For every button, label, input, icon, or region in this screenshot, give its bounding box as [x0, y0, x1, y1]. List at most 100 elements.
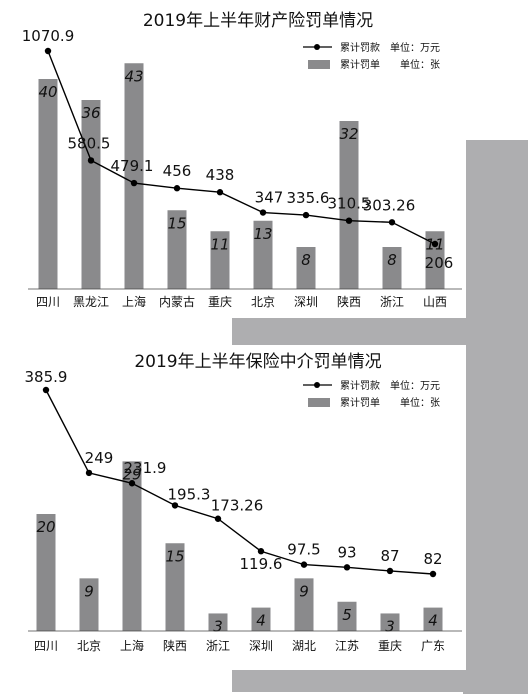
bar [253, 220, 273, 289]
line-value-label: 347 [255, 189, 284, 207]
fine-point [429, 570, 437, 578]
line-value-label: 87 [380, 547, 399, 565]
bar [339, 121, 359, 289]
bar-value-label: 40 [38, 83, 57, 101]
line-value-label: 195.3 [168, 485, 211, 503]
category-tick-label: 内蒙古 [159, 294, 195, 309]
bar-value-label: 11 [210, 235, 229, 253]
bar-value-label: 43 [124, 67, 143, 85]
fine-point [130, 179, 138, 187]
bar [38, 79, 58, 289]
legend-label-count: 累计罚单 [340, 58, 380, 71]
bar [81, 100, 101, 289]
line-value-label: 249 [85, 449, 114, 467]
legend-unit-fine: 单位：万元 [390, 41, 440, 54]
line-value-label: 93 [337, 543, 356, 561]
bar-value-label: 15 [167, 214, 186, 232]
fine-point [343, 564, 351, 571]
fine-point [257, 548, 265, 555]
category-tick-label: 陕西 [337, 294, 361, 309]
fine-point [171, 502, 179, 509]
bar [210, 231, 230, 289]
category-tick-label: 浙江 [206, 639, 230, 653]
fine-point [44, 47, 52, 55]
fine-point [42, 386, 50, 394]
fine-point [259, 209, 267, 216]
bar [165, 543, 185, 631]
bar [208, 613, 228, 631]
fine-point [173, 185, 181, 192]
intermediary-chart: 2019年上半年保险中介罚单情况 累计罚款 单位：万元 累计罚单 单位：张 20… [0, 345, 466, 670]
bar [79, 578, 99, 631]
category-tick-label: 山西 [423, 295, 447, 309]
line-value-label: 1070.9 [22, 27, 75, 45]
legend-line-dot [314, 44, 320, 50]
bar-value-label: 29 [122, 465, 141, 483]
chart-title: 2019年上半年保险中介罚单情况 [134, 352, 381, 372]
category-tick-label: 四川 [36, 295, 60, 309]
category-tick-label: 黑龙江 [73, 295, 109, 309]
fine-point [214, 515, 222, 522]
bar-value-label: 8 [387, 251, 397, 269]
category-tick-label: 深圳 [249, 639, 273, 653]
bar-value-label: 4 [428, 612, 438, 630]
category-tick-label: 广东 [421, 639, 445, 653]
fine-point [85, 469, 93, 477]
category-tick-label: 北京 [251, 295, 275, 309]
property-insurance-chart: 2019年上半年财产险罚单情况 累计罚款 单位：万元 累计罚单 单位：张 40 1… [0, 0, 466, 318]
line-value-label: 479.1 [111, 157, 154, 175]
fine-point [128, 480, 136, 487]
category-tick-label: 四川 [34, 639, 58, 653]
bar-value-label: 4 [256, 612, 266, 630]
category-tick-label: 深圳 [294, 295, 318, 309]
line-value-label: 385.9 [25, 368, 68, 386]
legend-line-dot [314, 382, 320, 388]
bar [294, 578, 314, 631]
line-value-label: 438 [206, 166, 235, 184]
fine-point [386, 567, 394, 575]
line-value-label: 173.26 [211, 497, 264, 515]
bar [337, 601, 357, 631]
fine-point [302, 211, 310, 219]
bar [167, 210, 187, 289]
legend-bar-marker [308, 60, 330, 69]
line-value-label: 206 [425, 254, 454, 272]
bar-value-label: 8 [301, 251, 311, 269]
category-tick-label: 重庆 [208, 295, 232, 309]
line-value-label: 231.9 [124, 459, 167, 477]
category-tick-label: 江苏 [335, 639, 359, 653]
bar [380, 613, 400, 631]
category-tick-label: 重庆 [378, 639, 402, 653]
bar [425, 231, 445, 289]
legend-unit-count: 单位：张 [400, 58, 440, 71]
bar-value-label: 5 [342, 606, 352, 624]
line-value-label: 580.5 [68, 134, 111, 152]
fine-series-line [47, 50, 436, 245]
legend: 累计罚款 单位：万元 累计罚单 单位：张 [303, 41, 440, 71]
legend-label-fine: 累计罚款 [340, 41, 380, 54]
bar [36, 514, 56, 631]
fine-point [300, 561, 308, 568]
category-tick-label: 湖北 [292, 638, 316, 653]
line-value-label: 119.6 [240, 555, 283, 573]
bar [382, 247, 402, 289]
bar-value-label: 32 [339, 125, 358, 143]
bar-value-label: 11 [425, 235, 444, 253]
legend: 累计罚款 单位：万元 累计罚单 单位：张 [303, 379, 440, 409]
bar-value-label: 13 [253, 225, 272, 243]
category-tick-label: 上海 [120, 638, 144, 653]
bar-value-label: 9 [84, 582, 94, 600]
bar [122, 461, 142, 631]
line-value-label: 456 [163, 162, 192, 180]
bar-value-label: 9 [299, 582, 309, 600]
legend-unit-fine: 单位：万元 [390, 379, 440, 392]
fine-point [431, 240, 439, 248]
fine-series-line [45, 389, 434, 575]
category-tick-label: 陕西 [163, 638, 187, 653]
legend-label-fine: 累计罚款 [340, 379, 380, 392]
category-tick-label: 浙江 [380, 295, 404, 309]
legend-label-count: 累计罚单 [340, 396, 380, 409]
bar-value-label: 3 [385, 617, 395, 635]
category-tick-label: 北京 [77, 639, 101, 653]
bar [251, 607, 271, 631]
